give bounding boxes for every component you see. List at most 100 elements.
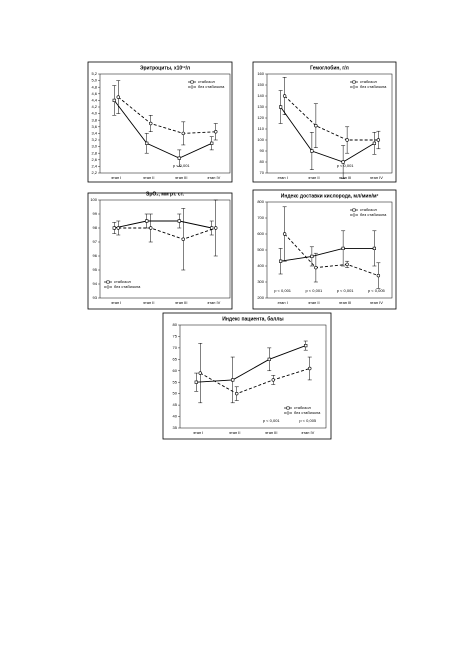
point bbox=[279, 259, 283, 263]
point bbox=[145, 219, 149, 223]
legend-marker bbox=[106, 285, 110, 289]
plot-area bbox=[99, 199, 231, 299]
y-tick-label: 55 bbox=[173, 379, 178, 384]
y-tick-label: 700 bbox=[257, 215, 264, 220]
y-tick-label: 2,6 bbox=[91, 157, 97, 162]
x-tick-label: этап II bbox=[143, 175, 154, 180]
y-tick-label: 400 bbox=[257, 263, 264, 268]
plot-area bbox=[266, 73, 393, 174]
y-tick-label: 200 bbox=[257, 295, 264, 300]
chart-frame bbox=[252, 189, 397, 310]
y-tick-label: 2,8 bbox=[91, 150, 97, 155]
point bbox=[310, 149, 314, 153]
point bbox=[314, 265, 318, 270]
x-tick-label: этап IV bbox=[207, 300, 220, 305]
point bbox=[177, 219, 181, 223]
legend-label: без стабизола bbox=[114, 284, 141, 289]
y-tick-label: 500 bbox=[257, 247, 264, 252]
legend-marker bbox=[190, 85, 194, 89]
y-tick-label: 600 bbox=[257, 231, 264, 236]
y-tick-label: 5,0 bbox=[91, 78, 97, 83]
chart-title: Индекс доставки кислорода, мл/мин/м² bbox=[281, 193, 379, 199]
y-tick-label: 93 bbox=[93, 295, 98, 300]
series-line bbox=[118, 227, 216, 240]
point bbox=[214, 130, 218, 134]
chart-title: Эритроциты, х10¹²/л bbox=[140, 65, 190, 71]
y-tick-label: 100 bbox=[257, 137, 264, 142]
p-value: p < 0,001 bbox=[173, 163, 191, 168]
y-tick-label: 4,2 bbox=[91, 104, 97, 109]
y-tick-label: 100 bbox=[90, 197, 97, 202]
x-tick-label: этап III bbox=[175, 300, 188, 305]
point bbox=[210, 141, 214, 145]
series-line bbox=[284, 233, 379, 277]
point bbox=[314, 123, 318, 128]
series-line bbox=[280, 106, 375, 163]
series-line bbox=[200, 368, 310, 395]
chart-frame bbox=[87, 61, 233, 183]
y-tick-label: 4,8 bbox=[91, 84, 97, 89]
y-tick-label: 3,0 bbox=[91, 144, 97, 149]
plot-area bbox=[179, 324, 327, 429]
x-tick-label: этап III bbox=[339, 175, 352, 180]
point bbox=[304, 343, 308, 348]
point bbox=[372, 141, 376, 145]
point bbox=[149, 226, 153, 230]
point bbox=[345, 262, 349, 267]
x-tick-label: этап II bbox=[308, 175, 319, 180]
y-tick-label: 4,0 bbox=[91, 111, 97, 116]
point bbox=[231, 378, 235, 382]
y-tick-label: 95 bbox=[93, 267, 98, 272]
plot-area bbox=[99, 73, 231, 174]
y-tick-label: 4,6 bbox=[91, 91, 97, 96]
chart-frame bbox=[252, 61, 397, 183]
chart-frame bbox=[162, 312, 332, 440]
y-tick-label: 98 bbox=[93, 225, 98, 230]
legend-label: стабизол bbox=[360, 207, 377, 212]
point bbox=[279, 105, 283, 109]
y-tick-label: 80 bbox=[173, 322, 178, 327]
legend-marker bbox=[190, 80, 194, 84]
point bbox=[376, 273, 381, 278]
x-tick-label: этап IV bbox=[301, 430, 314, 435]
legend-label: стабизол bbox=[114, 279, 131, 284]
series-line bbox=[280, 247, 375, 262]
legend-label: стабизол bbox=[294, 405, 311, 410]
point bbox=[282, 232, 287, 236]
legend-label: стабизол bbox=[360, 79, 377, 84]
point bbox=[345, 138, 349, 142]
y-tick-label: 50 bbox=[173, 391, 178, 396]
p-value: p < 0,005 bbox=[368, 288, 386, 293]
point bbox=[116, 95, 120, 99]
point bbox=[308, 366, 312, 371]
y-tick-label: 60 bbox=[173, 368, 178, 373]
y-tick-label: 160 bbox=[257, 71, 264, 76]
point bbox=[181, 131, 185, 136]
series-line bbox=[114, 220, 212, 229]
y-tick-label: 300 bbox=[257, 279, 264, 284]
legend-marker bbox=[352, 208, 356, 212]
point bbox=[198, 371, 202, 375]
point bbox=[177, 156, 181, 160]
point bbox=[341, 246, 345, 251]
point bbox=[341, 160, 345, 164]
x-tick-label: этап IV bbox=[370, 175, 383, 180]
y-tick-label: 97 bbox=[93, 239, 98, 244]
point bbox=[282, 94, 287, 98]
p-value: p < 0,005 bbox=[299, 418, 317, 423]
x-tick-label: этап IV bbox=[370, 300, 383, 305]
x-tick-label: этап I bbox=[277, 300, 287, 305]
chart-frame bbox=[87, 192, 233, 310]
p-value: p < 0,001 bbox=[305, 288, 323, 293]
point bbox=[149, 121, 153, 126]
series-line bbox=[284, 95, 379, 141]
legend-marker bbox=[106, 280, 110, 284]
x-tick-label: этап IV bbox=[207, 175, 220, 180]
x-tick-label: этап II bbox=[143, 300, 154, 305]
y-tick-label: 140 bbox=[257, 93, 264, 98]
point bbox=[376, 138, 381, 142]
x-tick-label: этап II bbox=[229, 430, 240, 435]
legend-marker bbox=[286, 411, 290, 415]
point bbox=[310, 254, 314, 259]
